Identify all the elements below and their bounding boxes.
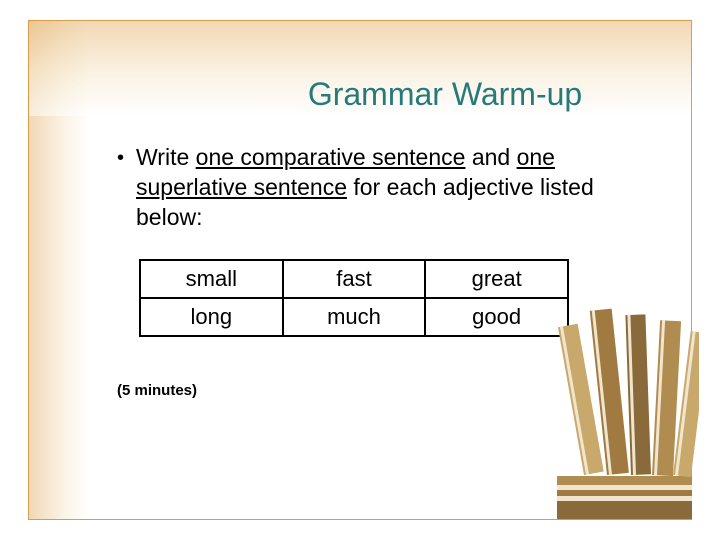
- table-cell: great: [425, 260, 568, 298]
- table-cell: good: [425, 298, 568, 336]
- bullet-icon: •: [117, 143, 124, 173]
- adjective-table: small fast great long much good: [139, 259, 569, 337]
- table-cell: long: [140, 298, 283, 336]
- table-cell: small: [140, 260, 283, 298]
- table-cell: fast: [283, 260, 426, 298]
- instr-prefix: Write: [136, 144, 196, 170]
- slide-title: Grammar Warm-up: [99, 76, 651, 113]
- table-row: small fast great: [140, 260, 568, 298]
- slide-frame: Grammar Warm-up • Write one comparative …: [28, 20, 692, 520]
- slide-content: Grammar Warm-up • Write one comparative …: [29, 21, 691, 519]
- instruction-bullet: • Write one comparative sentence and one…: [117, 143, 611, 233]
- instr-underline-1: one comparative sentence: [196, 144, 466, 170]
- table-cell: much: [283, 298, 426, 336]
- instr-mid: and: [465, 144, 516, 170]
- table-row: long much good: [140, 298, 568, 336]
- instruction-text: Write one comparative sentence and one s…: [136, 143, 611, 233]
- books-icon: [549, 290, 699, 520]
